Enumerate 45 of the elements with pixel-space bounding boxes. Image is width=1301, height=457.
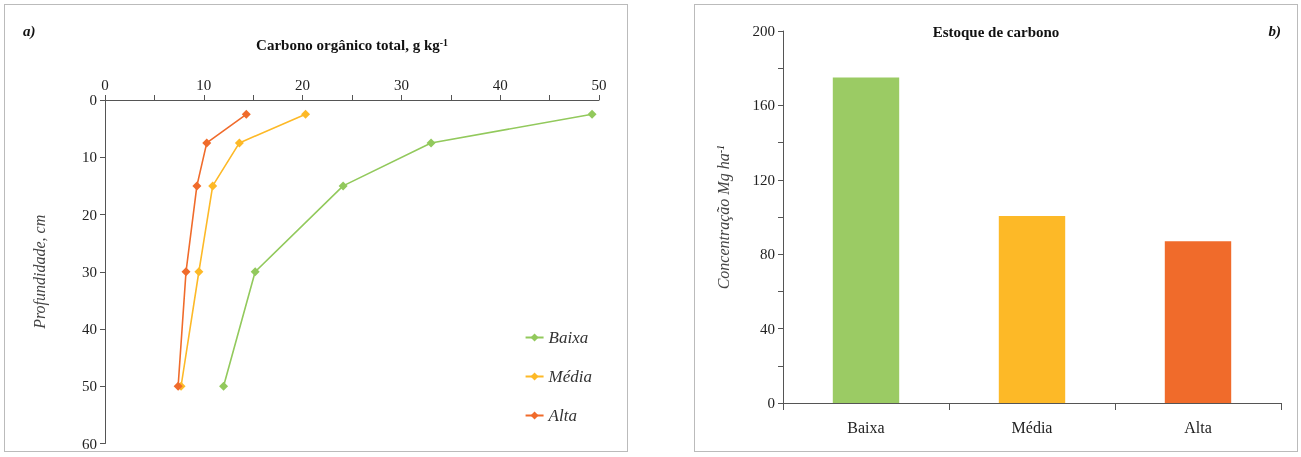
bar <box>832 77 900 403</box>
x-tick-label: 0 <box>101 76 109 93</box>
y-tick-label: 160 <box>752 97 775 114</box>
point <box>426 138 436 148</box>
y-tick-label: 200 <box>752 23 775 39</box>
bar <box>1164 241 1232 403</box>
y-tick-label: 80 <box>760 246 775 263</box>
x-tick-label: 50 <box>591 76 607 93</box>
point <box>250 267 260 277</box>
y-tick-label: 0 <box>89 92 97 108</box>
y-tick-label: 30 <box>82 263 97 280</box>
y-tick-label: 10 <box>82 149 97 166</box>
y-tick-label: 40 <box>82 321 97 337</box>
point <box>301 109 311 119</box>
text: a) <box>23 22 36 40</box>
y-tick-label: 20 <box>82 206 97 223</box>
y-tick-label: 120 <box>752 171 775 188</box>
point <box>202 138 212 148</box>
chart-title: Estoque de carbono <box>932 23 1060 40</box>
x-tick-label: Alta <box>1184 418 1212 436</box>
x-tick-label: 10 <box>196 76 212 93</box>
x-tick-label: 30 <box>393 76 409 93</box>
bar <box>998 216 1066 403</box>
y-tick-label: 40 <box>760 320 775 337</box>
point <box>338 181 348 191</box>
point <box>194 267 204 277</box>
y-tick-label: 60 <box>82 435 97 452</box>
point <box>587 109 597 119</box>
annotation: b) <box>1268 22 1281 40</box>
x-tick-label: 40 <box>492 76 508 93</box>
legend-label: Média <box>547 367 593 386</box>
point <box>241 109 251 119</box>
y-tick-label: 0 <box>767 395 775 411</box>
point <box>192 181 202 191</box>
legend-label: Baixa <box>548 328 589 347</box>
point <box>219 381 229 391</box>
point <box>234 138 244 148</box>
x-tick-label: Média <box>1011 418 1053 436</box>
x-tick-label: Baixa <box>847 418 885 436</box>
y-axis-title: Profundidade, cm <box>30 214 49 330</box>
point <box>181 267 191 277</box>
y-tick-label: 50 <box>82 378 97 395</box>
x-tick-label: 20 <box>295 76 311 93</box>
y-axis-title: Concentração Mg ha-1 <box>714 144 733 290</box>
point <box>208 181 218 191</box>
